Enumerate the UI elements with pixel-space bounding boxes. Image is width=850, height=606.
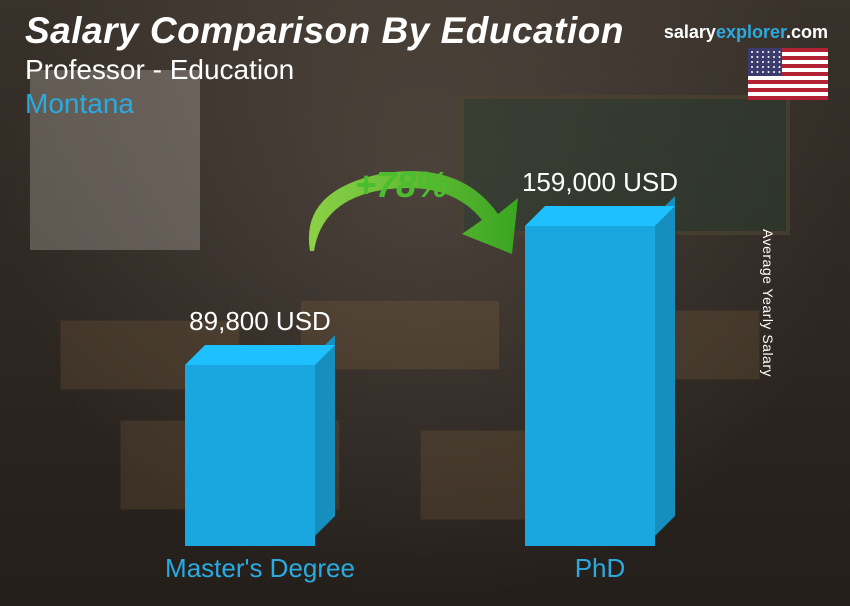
bar-category-label: PhD <box>450 553 750 584</box>
brand-part2: explorer <box>716 22 786 42</box>
bar-front <box>185 365 315 546</box>
flag-icon <box>748 48 828 100</box>
brand-logo: salaryexplorer.com <box>664 22 828 43</box>
bar: 159,000 USDPhD <box>525 226 675 546</box>
percent-increase-label: +78% <box>355 164 448 206</box>
bar-front <box>525 226 655 546</box>
bar-category-label: Master's Degree <box>110 553 410 584</box>
bar-value-label: 159,000 USD <box>450 167 750 198</box>
bar-top <box>185 345 335 365</box>
main-title: Salary Comparison By Education <box>25 10 624 52</box>
brand-part3: .com <box>786 22 828 42</box>
us-flag-svg <box>748 48 828 100</box>
title-block: Salary Comparison By Education Professor… <box>25 10 624 120</box>
subtitle-location: Montana <box>25 88 624 120</box>
bar-chart: +78% 89,800 USDMaster's Degree159,000 US… <box>0 166 850 586</box>
bar: 89,800 USDMaster's Degree <box>185 365 335 546</box>
subtitle-job: Professor - Education <box>25 54 624 86</box>
bar-value-label: 89,800 USD <box>110 306 410 337</box>
bar-side <box>655 196 675 536</box>
bar-top <box>525 206 675 226</box>
brand-part1: salary <box>664 22 716 42</box>
bar-side <box>315 335 335 536</box>
